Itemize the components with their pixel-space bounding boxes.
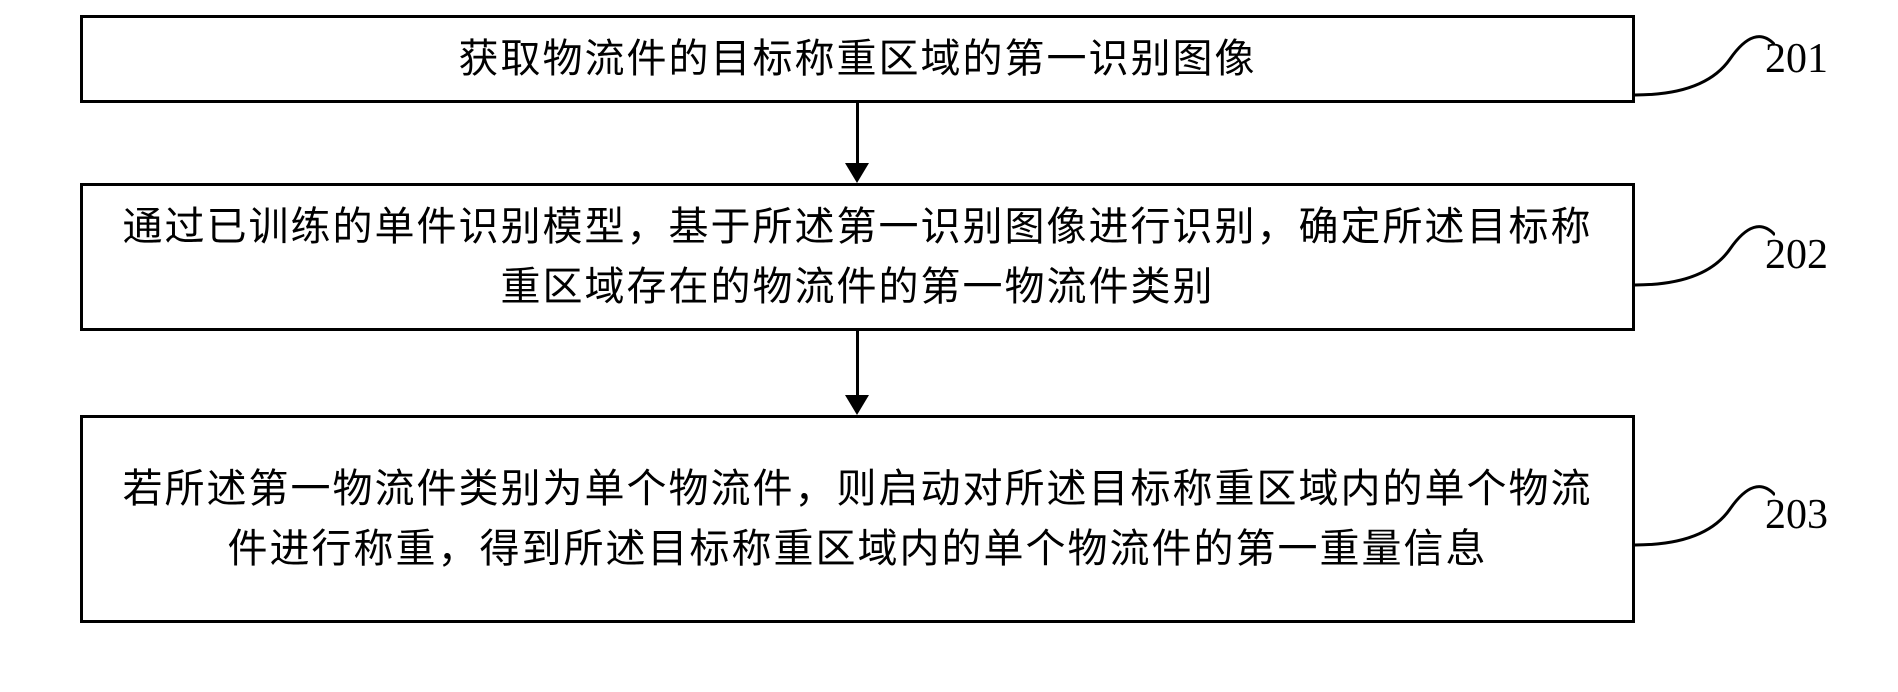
step-3-text: 若所述第一物流件类别为单个物流件，则启动对所述目标称重区域内的单个物流件进行称重…: [113, 459, 1602, 579]
arrow-head: [845, 395, 869, 415]
flow-step-1: 获取物流件的目标称重区域的第一识别图像: [80, 15, 1635, 103]
connector-curve-3: [1635, 465, 1775, 553]
connector-curve-1: [1635, 15, 1775, 103]
step-2-text: 通过已训练的单件识别模型，基于所述第一识别图像进行识别，确定所述目标称重区域存在…: [113, 197, 1602, 317]
arrow-head: [845, 163, 869, 183]
step-label-203: 203: [1765, 491, 1828, 539]
flow-step-3: 若所述第一物流件类别为单个物流件，则启动对所述目标称重区域内的单个物流件进行称重…: [80, 415, 1635, 623]
arrow-2-to-3: [845, 331, 869, 415]
arrow-line: [856, 331, 859, 395]
flow-step-2: 通过已训练的单件识别模型，基于所述第一识别图像进行识别，确定所述目标称重区域存在…: [80, 183, 1635, 331]
arrow-1-to-2: [845, 103, 869, 183]
step-label-202: 202: [1765, 231, 1828, 279]
arrow-line: [856, 103, 859, 163]
step-label-201: 201: [1765, 35, 1828, 83]
connector-curve-2: [1635, 205, 1775, 293]
step-1-text: 获取物流件的目标称重区域的第一识别图像: [459, 29, 1257, 89]
